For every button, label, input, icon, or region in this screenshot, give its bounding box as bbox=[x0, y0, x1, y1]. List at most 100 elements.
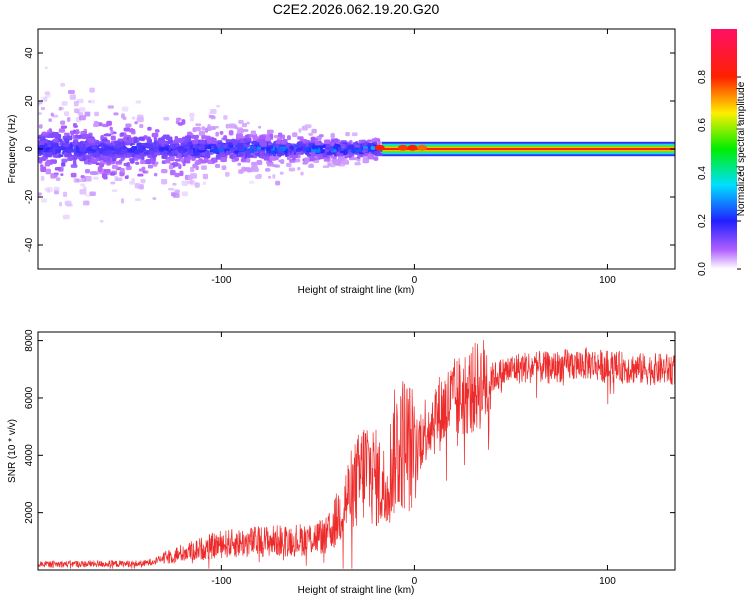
spectrogram-cell bbox=[169, 143, 174, 149]
spectrogram-cell bbox=[137, 173, 144, 177]
spectrogram-cell bbox=[281, 140, 287, 145]
spectrogram-cell bbox=[172, 162, 179, 167]
spectrogram-cell bbox=[131, 177, 135, 183]
spectrogram-cell bbox=[88, 100, 92, 104]
spectrogram-cell bbox=[238, 119, 244, 124]
spectrogram-cell bbox=[209, 149, 214, 153]
snr-series-line bbox=[38, 340, 675, 569]
spectrogram-cell bbox=[107, 156, 111, 162]
spectrogram-cell bbox=[118, 159, 123, 163]
spectrogram-cell bbox=[211, 157, 218, 163]
spectrogram-cell bbox=[326, 151, 333, 156]
spectrogram-cell bbox=[70, 164, 78, 168]
spectrogram-cell bbox=[228, 149, 234, 154]
spectrogram-cell bbox=[62, 143, 70, 147]
spectrogram-cell bbox=[407, 144, 418, 151]
spectrogram-cell bbox=[67, 89, 75, 95]
spectrogram-cell bbox=[201, 126, 206, 131]
spectrogram-cell bbox=[125, 123, 132, 128]
spectrogram-cell bbox=[147, 154, 153, 158]
spectrogram-cell bbox=[93, 152, 99, 155]
spectrogram-cell bbox=[373, 156, 379, 161]
snr-ytick-label: 8000 bbox=[24, 329, 35, 352]
spectrogram-cell bbox=[95, 141, 99, 145]
spectrogram-ytick-label: -20 bbox=[24, 189, 35, 204]
spectrogram-cell bbox=[61, 158, 68, 163]
spectrogram-xtick-label: 0 bbox=[412, 275, 418, 286]
spectrogram-cell bbox=[43, 149, 50, 153]
spectrogram-cell bbox=[293, 147, 297, 153]
spectrogram-cell bbox=[369, 156, 375, 160]
snr-ytick-label: 6000 bbox=[24, 386, 35, 409]
spectrogram-cell bbox=[201, 135, 208, 140]
spectrogram-cell bbox=[190, 173, 197, 179]
spectrogram-cell bbox=[128, 128, 136, 133]
spectrogram-cell bbox=[206, 138, 212, 144]
spectrogram-cell bbox=[205, 153, 211, 158]
spectrogram-cell bbox=[265, 137, 271, 142]
spectrogram-cell bbox=[237, 152, 244, 157]
spectrogram-cell bbox=[204, 128, 209, 133]
spectrogram-cell bbox=[61, 101, 68, 106]
spectrogram-cell bbox=[50, 112, 54, 117]
spectrogram-cell bbox=[236, 146, 244, 151]
spectrogram-cell bbox=[246, 121, 250, 125]
spectrogram-cell bbox=[223, 115, 228, 120]
spectrogram-cell bbox=[124, 175, 129, 180]
spectrogram-cell bbox=[90, 158, 98, 162]
spectrogram-cell bbox=[164, 159, 171, 164]
spectrogram-cell bbox=[330, 141, 335, 147]
spectrogram-cell bbox=[275, 155, 279, 161]
spectrogram-cell bbox=[128, 137, 135, 143]
spectrogram-cell bbox=[72, 129, 76, 134]
colorbar-label: Normalized spectral amplitude bbox=[736, 81, 747, 216]
spectrogram-cell bbox=[82, 186, 87, 192]
spectrogram-cell bbox=[202, 181, 206, 185]
spectrogram-cell bbox=[40, 106, 46, 111]
spectrogram-cell bbox=[39, 164, 44, 168]
spectrogram-cell bbox=[120, 148, 128, 155]
spectrogram-cell bbox=[225, 171, 230, 177]
spectrogram-cell bbox=[322, 165, 330, 169]
spectrogram-cell bbox=[252, 145, 257, 151]
spectrogram-cell bbox=[51, 148, 56, 154]
spectrogram-cell bbox=[59, 202, 63, 207]
spectrogram-cell bbox=[181, 180, 189, 186]
spectrogram-cell bbox=[198, 145, 205, 151]
spectrogram-cell bbox=[338, 155, 345, 161]
spectrogram-cell bbox=[91, 145, 97, 150]
spectrogram-cell bbox=[267, 129, 274, 134]
spectrogram-cell bbox=[310, 138, 315, 142]
spectrogram-cell bbox=[272, 174, 276, 179]
snr-ticks: -100 0 100 2000 4000 6000 8000 bbox=[24, 329, 675, 587]
spectrogram-cell bbox=[295, 151, 302, 155]
spectrogram-cell bbox=[134, 183, 141, 189]
spectrogram-cell bbox=[87, 146, 91, 150]
spectrogram-cell bbox=[209, 145, 216, 149]
spectrogram-cell bbox=[84, 111, 91, 117]
spectrogram-cell bbox=[153, 136, 157, 142]
spectrogram-cell bbox=[297, 166, 301, 171]
spectrogram-cell bbox=[375, 153, 383, 157]
spectrogram-cell bbox=[120, 168, 125, 173]
spectrogram-cell bbox=[286, 155, 291, 161]
spectrogram-cell bbox=[64, 200, 72, 206]
spectrogram-cell bbox=[109, 172, 116, 176]
spectrogram-cell bbox=[154, 129, 160, 133]
spectrogram-cell bbox=[103, 169, 111, 173]
spectrogram-cell bbox=[113, 112, 119, 116]
spectrogram-cell bbox=[300, 171, 304, 176]
chart-title: C2E2.2026.062.19.20.G20 bbox=[273, 1, 440, 17]
spectrogram-cell bbox=[254, 152, 262, 156]
spectrogram-cell bbox=[219, 131, 224, 135]
spectrogram-ylabel: Frequency (Hz) bbox=[7, 115, 18, 184]
spectrogram-cell bbox=[268, 145, 274, 150]
spectrogram-cell bbox=[89, 87, 95, 93]
spectrogram-cell bbox=[241, 122, 247, 128]
spectrogram-cell bbox=[79, 147, 87, 152]
spectrogram-cell bbox=[280, 159, 285, 164]
spectrogram-cell bbox=[261, 152, 267, 156]
spectrogram-cell bbox=[38, 124, 43, 129]
spectrogram-cell bbox=[333, 138, 339, 143]
spectrogram-cell bbox=[256, 173, 262, 179]
